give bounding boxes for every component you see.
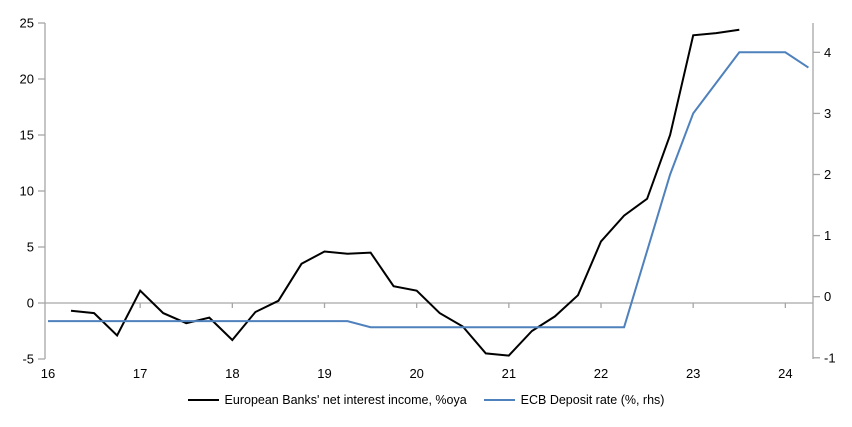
right-axis-tick-label: 4 bbox=[824, 45, 831, 60]
nii-legend-label: European Banks' net interest income, %oy… bbox=[224, 393, 467, 407]
right-axis-tick-label: 0 bbox=[824, 289, 831, 304]
right-axis-tick-label: 3 bbox=[824, 106, 831, 121]
x-axis-tick-label: 20 bbox=[409, 366, 423, 381]
left-axis-tick-label: 10 bbox=[20, 184, 34, 199]
left-axis-tick-label: 20 bbox=[20, 72, 34, 87]
x-axis-tick-label: 23 bbox=[686, 366, 700, 381]
right-axis-tick-label: 1 bbox=[824, 228, 831, 243]
x-axis-tick-label: 22 bbox=[594, 366, 608, 381]
legend-item-nii: European Banks' net interest income, %oy… bbox=[187, 392, 467, 408]
legend-item-ecb: ECB Deposit rate (%, rhs) bbox=[483, 392, 665, 408]
left-axis-tick-label: -5 bbox=[22, 352, 34, 367]
ecb-line-swatch bbox=[483, 399, 515, 401]
left-axis-tick-label: 5 bbox=[27, 240, 34, 255]
ecb-deposit-rate-line bbox=[48, 51, 809, 329]
x-axis-tick-label: 17 bbox=[133, 366, 147, 381]
x-axis-tick-label: 16 bbox=[41, 366, 55, 381]
x-axis-tick-label: 21 bbox=[502, 366, 516, 381]
right-axis-tick-label: -1 bbox=[824, 350, 836, 365]
right-axis-tick-label: 2 bbox=[824, 167, 831, 182]
nii-line-swatch bbox=[187, 399, 219, 401]
ecb-legend-label: ECB Deposit rate (%, rhs) bbox=[520, 393, 665, 407]
left-axis-tick-label: 25 bbox=[20, 16, 34, 31]
x-axis-tick-label: 19 bbox=[317, 366, 331, 381]
left-axis-tick-label: 0 bbox=[27, 296, 34, 311]
x-axis-tick-label: 24 bbox=[778, 366, 792, 381]
left-axis-tick-label: 15 bbox=[20, 128, 34, 143]
legend: European Banks' net interest income, %oy… bbox=[0, 392, 852, 408]
x-axis-tick-label: 18 bbox=[225, 366, 239, 381]
nii-series-line bbox=[70, 28, 740, 357]
